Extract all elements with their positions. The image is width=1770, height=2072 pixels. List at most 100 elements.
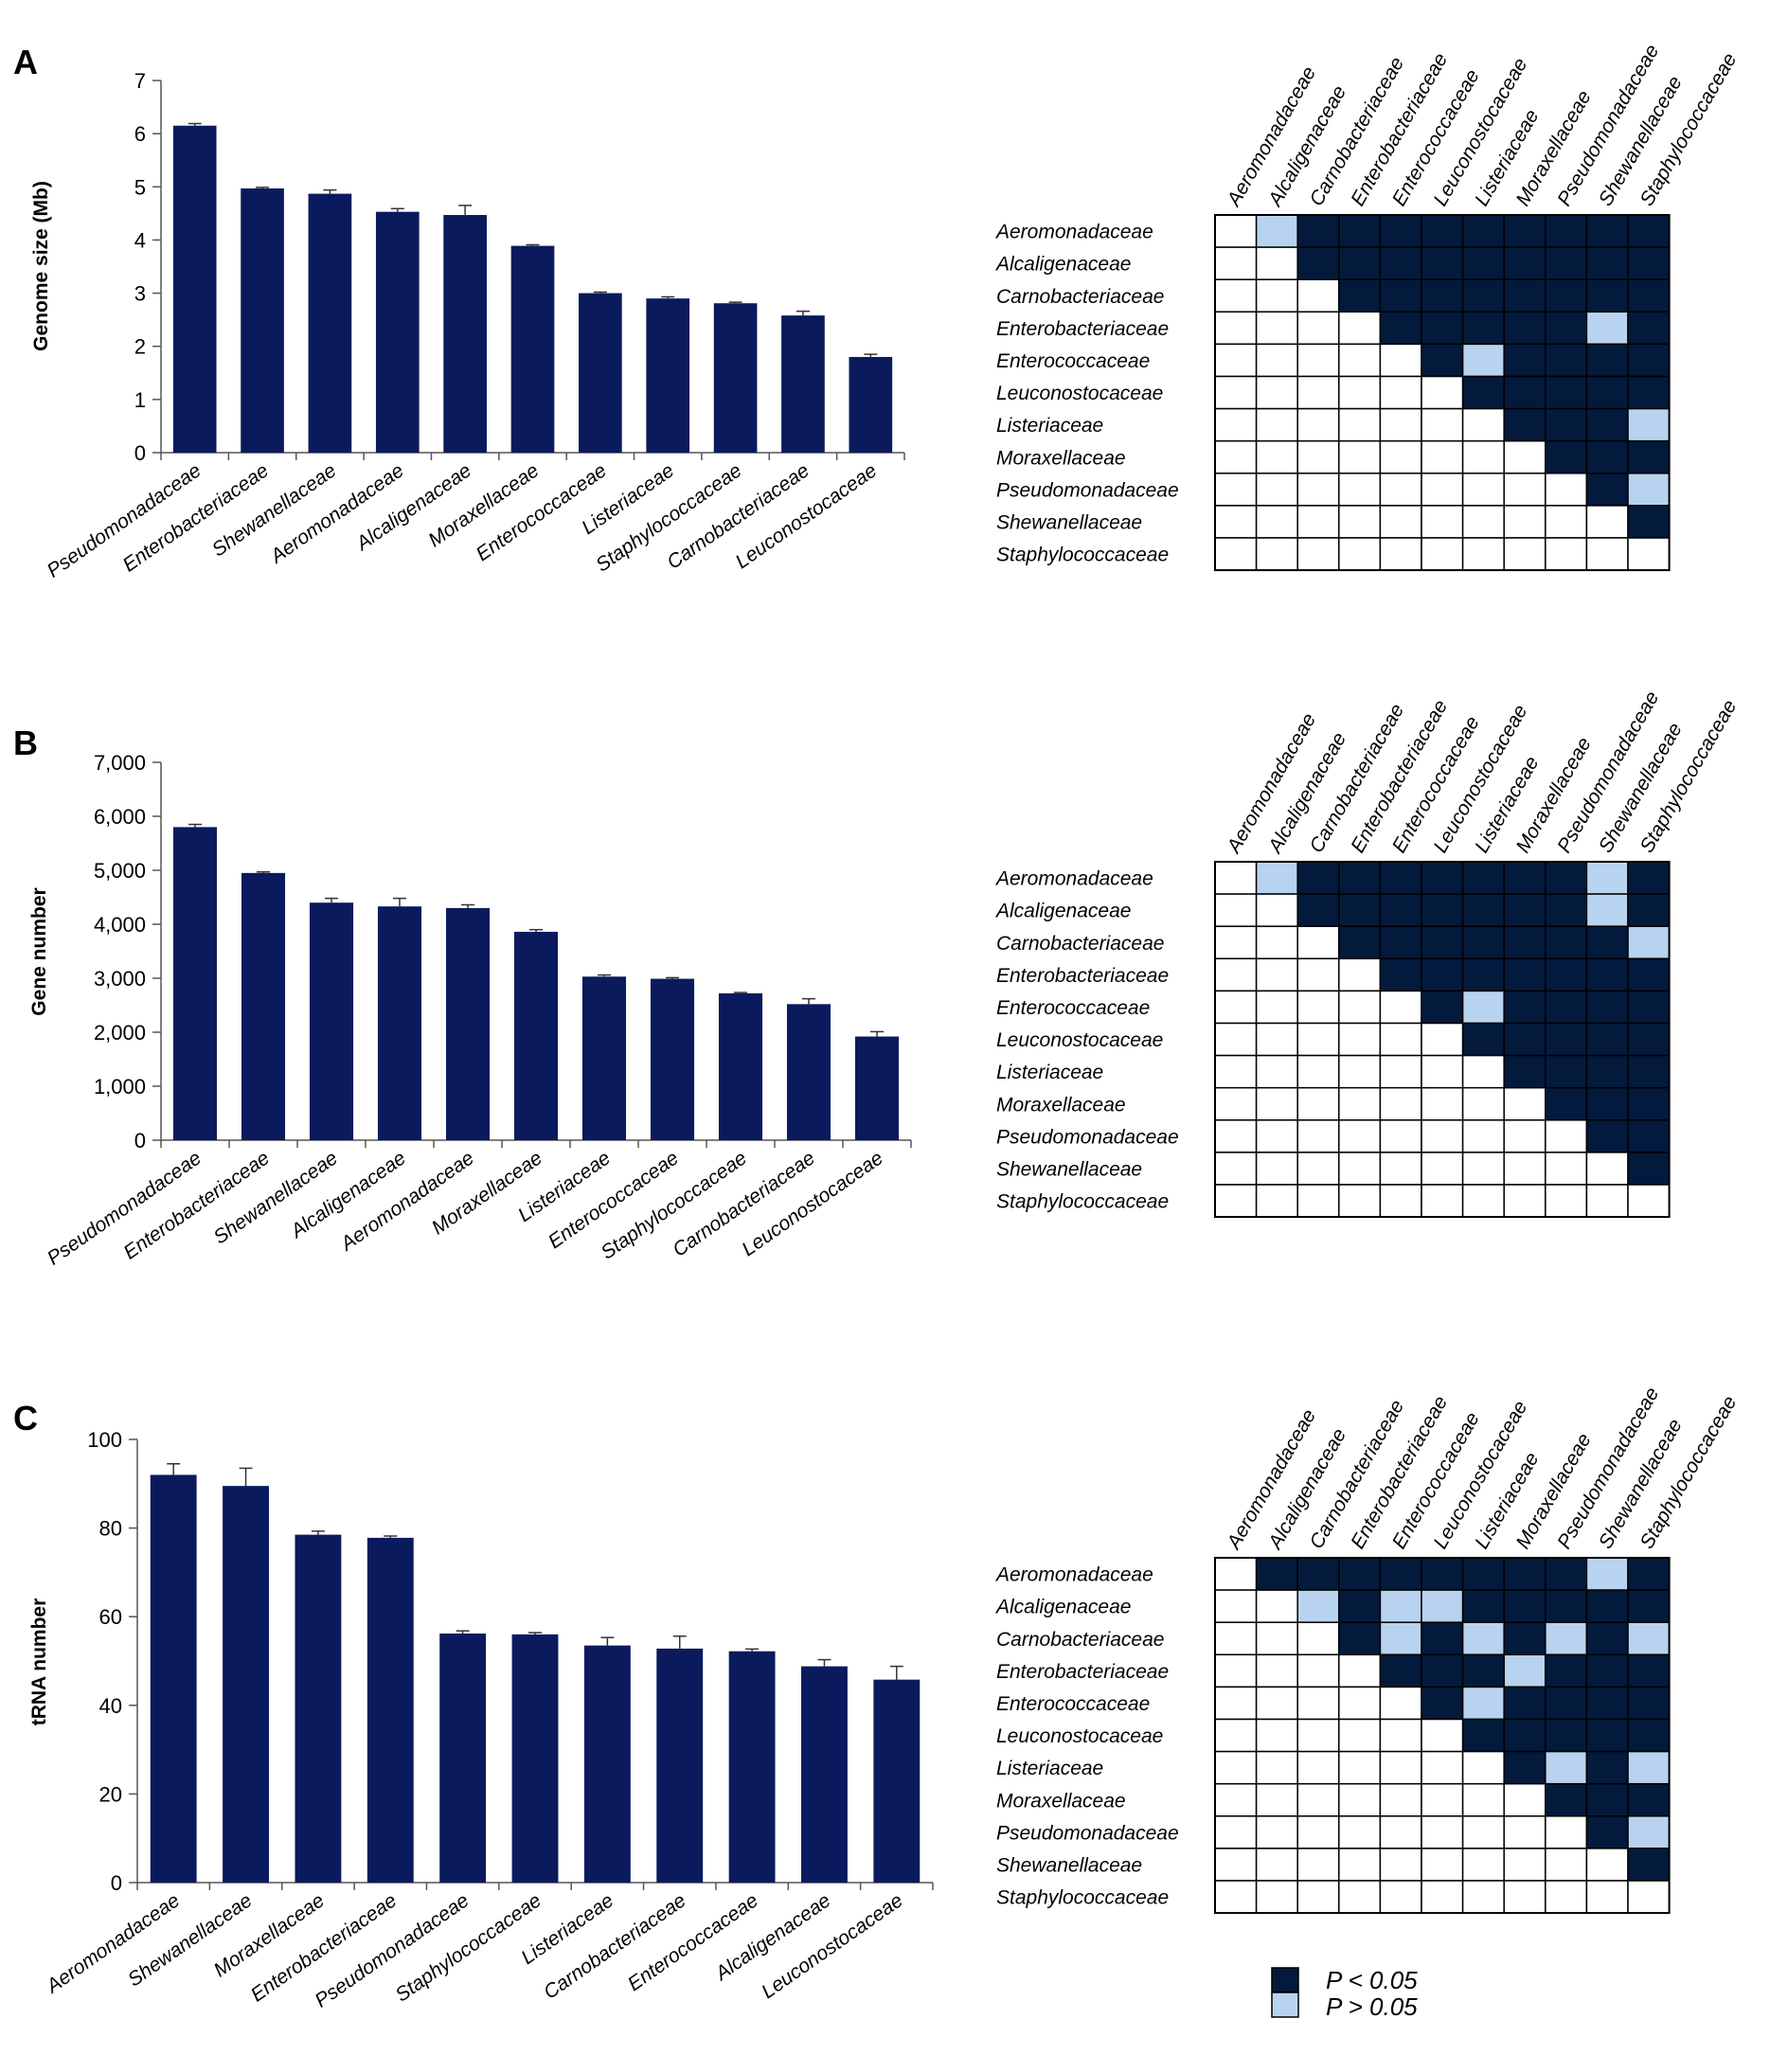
- significance-matrix-gene-number: Aeromonadaceae Alcaligenaceae Carnobacteri…: [994, 688, 1741, 1219]
- matrix-cell: [1255, 1621, 1298, 1656]
- y-tick-label: 6,000: [94, 805, 146, 829]
- matrix-cell: [1461, 1848, 1505, 1882]
- matrix-cell: [1338, 246, 1382, 280]
- matrix-cell: [1627, 1750, 1671, 1785]
- matrix-cell: [1255, 214, 1298, 248]
- matrix-cell: [1503, 1152, 1547, 1186]
- matrix-cell: [1585, 505, 1629, 539]
- y-tick-label: 100: [87, 1428, 122, 1452]
- legend-label-significant: P < 0.05: [1326, 1966, 1418, 1994]
- matrix-cell: [1214, 407, 1258, 442]
- matrix-cell: [1461, 1782, 1505, 1817]
- y-tick-label: 40: [99, 1694, 122, 1718]
- matrix-cell: [1585, 1718, 1629, 1753]
- category-label: Enterococcaceae: [624, 1889, 762, 1995]
- matrix-cell: [1585, 1653, 1629, 1688]
- matrix-row-label: Enterobacteriaceae: [996, 1661, 1169, 1683]
- matrix-cell: [1296, 1750, 1340, 1785]
- matrix-cell: [1503, 1621, 1547, 1656]
- matrix-cell: [1421, 473, 1464, 507]
- matrix-cell: [1296, 861, 1340, 895]
- matrix-cell: [1503, 957, 1547, 992]
- matrix-cell: [1585, 1184, 1629, 1218]
- matrix-cell: [1338, 1718, 1382, 1753]
- bar: [172, 125, 217, 453]
- matrix-cell: [1503, 537, 1547, 571]
- matrix-cell: [1379, 1184, 1422, 1218]
- matrix-cell: [1255, 505, 1298, 539]
- matrix-cell: [1627, 505, 1671, 539]
- matrix-cell: [1503, 473, 1547, 507]
- bar: [579, 293, 622, 453]
- bar: [581, 976, 627, 1140]
- matrix-cell: [1461, 1880, 1505, 1914]
- matrix-cell: [1585, 214, 1629, 248]
- y-tick-label: 4: [134, 228, 146, 252]
- matrix-cell: [1338, 473, 1382, 507]
- matrix-cell: [1296, 925, 1340, 960]
- matrix-cell: [1255, 1880, 1298, 1914]
- bar: [367, 1537, 414, 1883]
- matrix-cell: [1545, 1848, 1588, 1882]
- matrix-cell: [1214, 1880, 1258, 1914]
- matrix-row-label: Enterococcaceae: [996, 997, 1150, 1019]
- matrix-cell: [1627, 1152, 1671, 1186]
- matrix-cell: [1627, 1119, 1671, 1153]
- matrix-cell: [1585, 375, 1629, 410]
- matrix-cell: [1255, 473, 1298, 507]
- matrix-cell: [1296, 1054, 1340, 1089]
- category-label: Shewanellaceae: [209, 1147, 341, 1248]
- matrix-cell: [1255, 990, 1298, 1025]
- matrix-cell: [1379, 1750, 1422, 1785]
- matrix-cell: [1296, 1022, 1340, 1057]
- matrix-cell: [1255, 537, 1298, 571]
- matrix-cell: [1214, 375, 1258, 410]
- y-tick-label: 3,000: [94, 967, 146, 991]
- matrix-cell: [1503, 505, 1547, 539]
- matrix-cell: [1503, 439, 1547, 474]
- matrix-cell: [1214, 1086, 1258, 1121]
- matrix-cell: [1296, 957, 1340, 992]
- matrix-cell: [1461, 1119, 1505, 1153]
- matrix-cell: [1338, 343, 1382, 378]
- matrix-cell: [1421, 505, 1464, 539]
- matrix-cell: [1379, 407, 1422, 442]
- matrix-cell: [1545, 1022, 1588, 1057]
- y-tick-label: 1: [134, 388, 146, 412]
- matrix-cell: [1461, 214, 1505, 248]
- matrix-cell: [1338, 537, 1382, 571]
- matrix-cell: [1255, 1119, 1298, 1153]
- matrix-cell: [1296, 1184, 1340, 1218]
- matrix-row-label: Enterococcaceae: [996, 350, 1150, 372]
- matrix-cell: [1296, 1848, 1340, 1882]
- matrix-cell: [1503, 246, 1547, 280]
- bar: [445, 907, 491, 1140]
- matrix-cell: [1379, 1653, 1422, 1688]
- matrix-cell: [1214, 861, 1258, 895]
- matrix-cell: [1421, 1653, 1464, 1688]
- matrix-cell: [1627, 925, 1671, 960]
- matrix-cell: [1421, 957, 1464, 992]
- matrix-cell: [1627, 439, 1671, 474]
- matrix-cell: [1627, 1848, 1671, 1882]
- bar: [439, 1633, 487, 1883]
- matrix-cell: [1627, 311, 1671, 346]
- matrix-cell: [1338, 1557, 1382, 1591]
- matrix-cell: [1255, 1152, 1298, 1186]
- y-tick-label: 0: [111, 1871, 122, 1895]
- matrix-row-label: Moraxellaceae: [996, 1790, 1126, 1812]
- matrix-cell: [1296, 407, 1340, 442]
- matrix-cell: [1503, 375, 1547, 410]
- matrix-cell: [1545, 990, 1588, 1025]
- matrix-cell: [1627, 1022, 1671, 1057]
- y-tick-label: 1,000: [94, 1075, 146, 1099]
- matrix-cell: [1214, 1686, 1258, 1721]
- matrix-cell: [1338, 375, 1382, 410]
- matrix-cell: [1461, 861, 1505, 895]
- matrix-cell: [1255, 1750, 1298, 1785]
- matrix-cell: [1545, 1686, 1588, 1721]
- matrix-cell: [1421, 278, 1464, 313]
- matrix-cell: [1421, 1589, 1464, 1623]
- matrix-cell: [1214, 278, 1258, 313]
- significance-matrix-genome-size: Aeromonadaceae Alcaligenaceae Carnobacteri…: [994, 41, 1741, 572]
